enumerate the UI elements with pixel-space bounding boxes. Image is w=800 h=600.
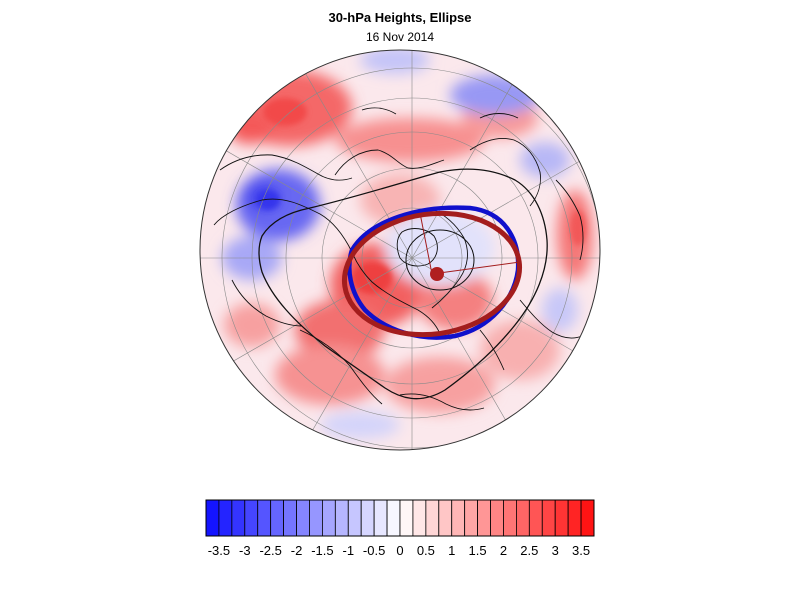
colorbar-cell — [321, 499, 336, 537]
colorbar-frame — [205, 499, 595, 537]
colorbar-cell — [205, 499, 220, 537]
minor-axis — [419, 212, 433, 275]
colorbar-tick-label: -2.5 — [259, 543, 281, 558]
colorbar-cell — [503, 499, 517, 537]
colorbar-tick-label: 2 — [500, 543, 507, 558]
colorbar-tick-label: 3 — [552, 543, 559, 558]
colorbar-cell — [347, 499, 362, 537]
colorbar-cell — [412, 499, 427, 537]
colorbar-cell — [528, 499, 543, 537]
major-axis — [431, 261, 521, 275]
colorbar-cell — [425, 499, 440, 537]
colorbar-cell — [399, 499, 414, 537]
colorbar-cell — [373, 499, 388, 537]
colorbar-cell — [309, 499, 323, 537]
colorbar-cell — [464, 499, 478, 537]
anomaly-field — [200, 50, 600, 450]
colorbar-tick-label: 2.5 — [520, 543, 538, 558]
colorbar-cell — [283, 499, 297, 537]
colorbar-tick-label: 0 — [396, 543, 403, 558]
colorbar-tick-label: -0.5 — [363, 543, 385, 558]
colorbar-cell — [231, 499, 246, 537]
colorbar-tick-label: 1.5 — [469, 543, 487, 558]
map-date: 16 Nov 2014 — [365, 30, 435, 44]
colorbar-cells — [205, 499, 595, 537]
map-border — [199, 49, 601, 451]
colorbar-tick-label: -2 — [291, 543, 303, 558]
inner-contour — [405, 229, 475, 291]
colorbar-tick-label: 1 — [448, 543, 455, 558]
colorbar-cell — [218, 499, 233, 537]
colorbar-cell — [334, 499, 349, 537]
colorbar-cell — [451, 499, 466, 537]
colorbar-cell — [360, 499, 375, 537]
colorbar-tick-label: -3 — [239, 543, 251, 558]
coastlines — [213, 107, 584, 411]
colorbar-tick-label: -1 — [342, 543, 354, 558]
colorbar-cell — [490, 499, 504, 537]
colorbar-cell — [257, 499, 272, 537]
outer-contour — [258, 168, 548, 400]
colorbar-tick-label: 0.5 — [417, 543, 435, 558]
colorbar-cell — [244, 499, 259, 537]
colorbar-cell — [438, 499, 453, 537]
colorbar-cell — [541, 499, 556, 537]
colorbar-cell — [580, 499, 595, 537]
colorbar-tick-label: -1.5 — [311, 543, 333, 558]
colorbar-cell — [516, 499, 530, 537]
colorbar-cell — [554, 499, 569, 537]
colorbar-tick-label: -3.5 — [208, 543, 230, 558]
colorbar-tick-label: 3.5 — [572, 543, 590, 558]
colorbar-cell — [270, 499, 284, 537]
colorbar-cell — [296, 499, 310, 537]
colorbar-cell — [477, 499, 491, 537]
colorbar-labels: -3.5 -3 -2.5 -2 -1.5 -1 -0.5 0 0.5 1 1.5 2 2.5 3 3.5 — [208, 543, 590, 558]
ellipse-center-marker — [430, 267, 444, 281]
colorbar-cell — [567, 499, 582, 537]
map-title: 30-hPa Heights, Ellipse — [328, 10, 472, 25]
colorbar-cell — [386, 499, 401, 537]
ellipse-overlays — [258, 168, 548, 400]
